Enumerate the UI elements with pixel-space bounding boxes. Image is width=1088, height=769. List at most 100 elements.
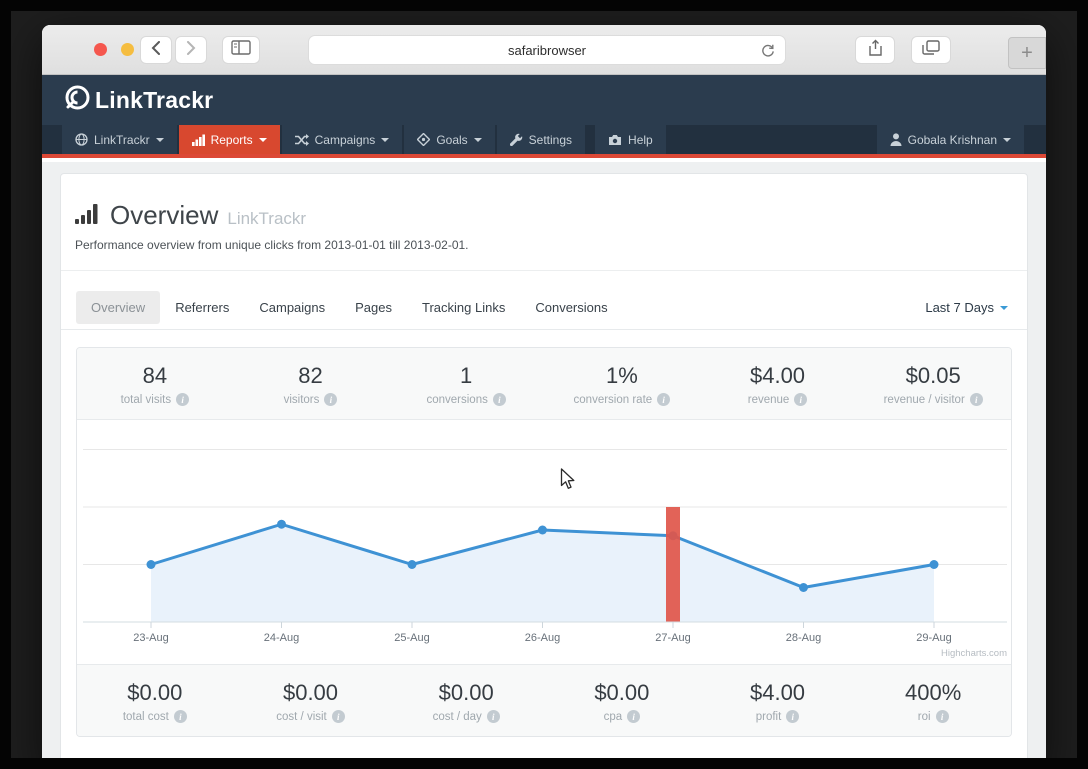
minimize-window-button[interactable] [121, 43, 134, 56]
stat-label: roi [917, 710, 931, 723]
info-icon[interactable]: i [324, 393, 338, 406]
info-icon[interactable]: i [935, 710, 949, 723]
stat-total-visits: 84 total visits i [77, 363, 233, 406]
nav-item-settings[interactable]: Settings [496, 125, 586, 154]
info-icon[interactable]: i [173, 710, 187, 723]
nav-item-campaigns[interactable]: Campaigns [281, 125, 403, 154]
camera-icon [608, 134, 622, 146]
svg-text:23-Aug: 23-Aug [133, 632, 168, 644]
caret-down-icon [473, 138, 482, 142]
stat-label: cost / day [432, 710, 482, 723]
date-range-selector[interactable]: Last 7 Days [925, 300, 1008, 315]
stat-profit: $4.00 profit i [700, 680, 856, 723]
stat-label: total visits [120, 393, 172, 406]
info-icon[interactable]: i [486, 710, 500, 723]
info-icon[interactable]: i [176, 393, 190, 406]
nav-item-label: Reports [210, 132, 253, 147]
svg-text:25-Aug: 25-Aug [394, 632, 429, 644]
browser-titlebar: safaribrowser + [42, 25, 1046, 75]
info-icon[interactable]: i [794, 393, 808, 406]
back-button[interactable] [140, 36, 172, 64]
page-subtitle: Performance overview from unique clicks … [75, 238, 469, 252]
bar-chart-icon [191, 134, 205, 146]
tab-overview[interactable]: Overview [76, 291, 161, 324]
nav-item-goals[interactable]: Goals [404, 125, 495, 154]
address-bar[interactable]: safaribrowser [308, 35, 786, 65]
tab-pages[interactable]: Pages [355, 300, 393, 315]
new-tab-button[interactable]: + [1008, 37, 1046, 69]
stat-value: $4.00 [749, 680, 806, 705]
nav-item-label: Goals [436, 132, 468, 147]
info-icon[interactable]: i [331, 710, 345, 723]
logo-text: LinkTrackr [95, 86, 214, 113]
sidebar-toggle-button[interactable] [222, 36, 260, 64]
sidebar-icon [231, 40, 251, 60]
info-icon[interactable]: i [657, 393, 671, 406]
forward-button[interactable] [175, 36, 207, 64]
stat-conversion-rate: 1% conversion rate i [544, 363, 700, 406]
stat-label: cpa [603, 710, 623, 723]
stats-panel: 84 total visits i 82 visitors i 1 conversi… [76, 347, 1012, 737]
nav-item-reports[interactable]: Reports [178, 125, 280, 154]
nav-item-label: Help [628, 132, 653, 147]
chevron-left-icon [151, 40, 161, 60]
caret-down-icon [1003, 138, 1011, 142]
close-window-button[interactable] [94, 43, 107, 56]
stat-label: conversions [426, 393, 488, 406]
stat-revenue-per-visitor: $0.05 revenue / visitor i [855, 363, 1011, 406]
tab-referrers[interactable]: Referrers [175, 300, 230, 315]
globe-icon [75, 133, 88, 146]
date-range-label: Last 7 Days [925, 300, 994, 315]
svg-text:Highcharts.com: Highcharts.com [941, 648, 1007, 659]
wrench-icon [509, 133, 523, 146]
info-icon[interactable]: i [969, 393, 983, 406]
overview-chart-icon [75, 202, 101, 229]
main-navigation: LinkTrackr Reports Campaigns Goals Setti… [42, 125, 1046, 158]
stat-label: revenue [747, 393, 790, 406]
goal-icon [417, 133, 431, 146]
caret-down-icon [258, 138, 267, 142]
svg-text:27-Aug: 27-Aug [655, 632, 690, 644]
stat-value: $0.00 [282, 680, 339, 705]
user-icon [890, 133, 902, 146]
nav-item-help[interactable]: Help [595, 125, 666, 154]
info-icon[interactable]: i [627, 710, 641, 723]
visits-chart[interactable]: 23-Aug 24-Aug 25-Aug 26-Aug 27-Aug 28-Aug 29-A… [77, 419, 1011, 665]
linktrackr-logo[interactable]: LinkTrackr [64, 84, 213, 117]
user-menu[interactable]: Gobala Krishnan [876, 125, 1024, 154]
page-title-suffix: LinkTrackr [227, 209, 307, 228]
stat-value: $0.00 [438, 680, 494, 705]
tab-conversions[interactable]: Conversions [535, 300, 608, 315]
stat-label: conversion rate [573, 393, 653, 406]
tab-tracking-links[interactable]: Tracking Links [422, 300, 506, 315]
refresh-icon[interactable] [760, 43, 776, 64]
info-icon[interactable]: i [786, 710, 800, 723]
info-icon[interactable]: i [492, 393, 506, 406]
nav-item-linktrackr[interactable]: LinkTrackr [62, 125, 177, 154]
chevron-right-icon [186, 40, 196, 60]
stat-label: cost / visit [276, 710, 327, 723]
stat-total-cost: $0.00 total cost i [77, 680, 233, 723]
stat-visitors: 82 visitors i [233, 363, 389, 406]
stat-revenue: $4.00 revenue i [700, 363, 856, 406]
linktrackr-logo-icon [64, 84, 91, 117]
stat-cost-per-visit: $0.00 cost / visit i [233, 680, 389, 723]
svg-text:24-Aug: 24-Aug [264, 632, 299, 644]
stat-value: 1% [605, 363, 638, 388]
stat-value: 400% [905, 680, 962, 705]
stat-label: revenue / visitor [883, 393, 965, 406]
nav-spacer [668, 125, 875, 154]
plus-icon: + [1021, 41, 1033, 64]
stat-value: 84 [142, 363, 168, 388]
tab-campaigns[interactable]: Campaigns [259, 300, 326, 315]
caret-down-icon [155, 138, 164, 142]
share-button[interactable] [855, 36, 895, 64]
stat-cost-per-day: $0.00 cost / day i [388, 680, 544, 723]
share-icon [868, 39, 883, 62]
visits-chart-svg: 23-Aug 24-Aug 25-Aug 26-Aug 27-Aug 28-Aug 29-A… [83, 449, 1007, 659]
page-title: Overview [110, 200, 219, 230]
stat-value: $0.00 [127, 680, 183, 705]
tab-overview-button[interactable] [911, 36, 951, 64]
report-tabs: Overview Referrers Campaigns Pages Track… [61, 291, 1027, 330]
stat-label: visitors [283, 393, 320, 406]
